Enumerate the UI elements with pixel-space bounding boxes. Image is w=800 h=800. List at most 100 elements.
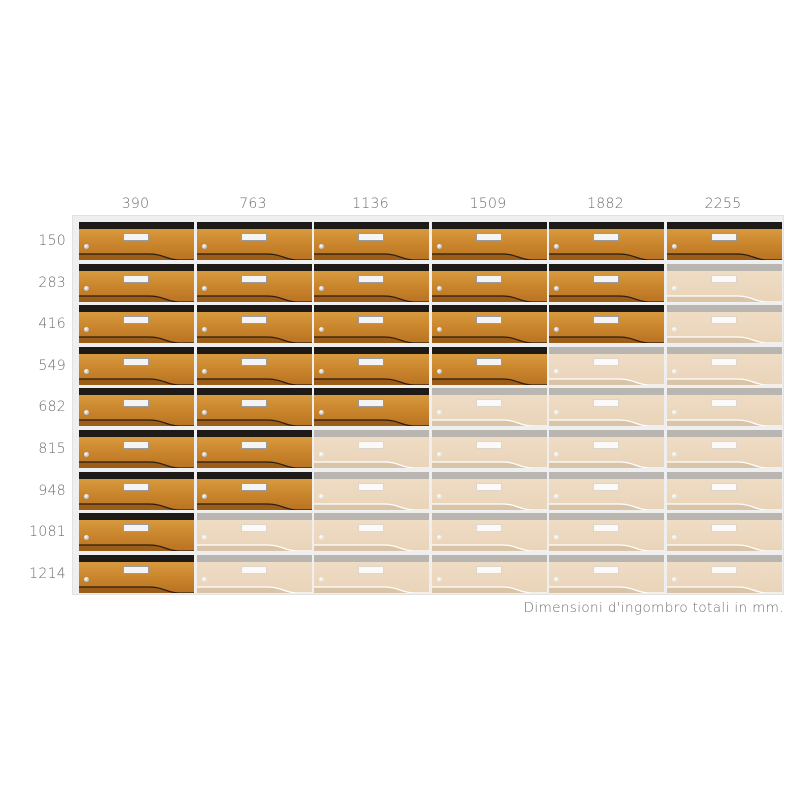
mailbox-slot-empty: [666, 430, 782, 468]
lock-icon: [319, 410, 324, 416]
mail-slot: [549, 346, 664, 354]
wave-shadow-icon: [79, 419, 194, 427]
wave-shadow-icon: [549, 253, 664, 260]
wave-shadow-icon: [431, 502, 547, 510]
lock-icon: [671, 493, 677, 499]
column-label: 2255: [704, 196, 742, 212]
name-plate-icon: [123, 399, 149, 408]
mailbox-slot-filled: [79, 471, 194, 510]
name-plate-icon: [240, 399, 267, 408]
wave-shadow-icon: [196, 253, 312, 260]
lock-icon: [319, 576, 324, 582]
mail-slot: [196, 388, 312, 396]
mailbox-slot-empty: [431, 554, 547, 593]
wave-shadow-icon: [549, 544, 664, 552]
row-label: 549: [38, 357, 66, 374]
mailbox-slot-filled: [196, 263, 312, 302]
mail-slot: [79, 430, 194, 437]
mail-slot: [666, 263, 782, 271]
wave-shadow-icon: [196, 502, 312, 510]
lock-icon: [84, 244, 89, 249]
name-plate-icon: [123, 274, 149, 283]
lock-icon: [84, 368, 89, 374]
name-plate-icon: [358, 274, 384, 283]
mailbox-slot-empty: [431, 471, 547, 510]
mail-slot: [196, 471, 312, 479]
lock-icon: [436, 327, 442, 333]
mailbox-slot-empty: [666, 554, 782, 593]
mail-slot: [431, 346, 547, 354]
name-plate-icon: [593, 233, 619, 241]
lock-icon: [201, 410, 207, 416]
lock-icon: [436, 285, 442, 291]
name-plate-icon: [710, 316, 737, 325]
wave-shadow-icon: [549, 378, 664, 385]
mailbox-slot-filled: [431, 346, 547, 385]
mailbox-slot-filled: [79, 554, 194, 593]
mail-slot: [666, 222, 782, 229]
row-label: 1214: [29, 565, 66, 582]
name-plate-icon: [240, 441, 267, 449]
mail-slot: [314, 554, 429, 562]
lock-icon: [671, 576, 677, 582]
lock-icon: [554, 576, 559, 582]
name-plate-icon: [710, 274, 737, 283]
wave-shadow-icon: [431, 253, 547, 260]
mailbox-slot-filled: [196, 471, 312, 510]
mailbox-slot-filled: [196, 430, 312, 468]
lock-icon: [319, 285, 324, 291]
wave-shadow-icon: [431, 378, 547, 385]
wave-shadow-icon: [549, 336, 664, 344]
wave-shadow-icon: [666, 586, 782, 593]
mailbox-slot-empty: [314, 471, 429, 510]
name-plate-icon: [710, 524, 737, 533]
mailbox-slot-empty: [431, 513, 547, 552]
mailbox-slot-empty: [196, 554, 312, 593]
mail-slot: [196, 346, 312, 354]
lock-icon: [671, 285, 677, 291]
mail-slot: [549, 388, 664, 396]
wave-shadow-icon: [314, 502, 429, 510]
lock-icon: [671, 410, 677, 416]
name-plate-icon: [358, 233, 384, 241]
mail-slot: [431, 430, 547, 437]
mail-slot: [314, 513, 429, 521]
column-label: 390: [121, 196, 150, 212]
wave-shadow-icon: [666, 336, 782, 344]
mailbox-slot-filled: [549, 305, 664, 344]
wave-shadow-icon: [314, 419, 429, 427]
mailbox-slot-empty: [549, 346, 664, 385]
mailbox-slot-empty: [549, 513, 664, 552]
mail-slot: [666, 513, 782, 521]
mail-slot: [431, 305, 547, 313]
lock-icon: [436, 410, 442, 416]
wave-shadow-icon: [79, 253, 194, 260]
name-plate-icon: [358, 565, 384, 574]
lock-icon: [319, 535, 324, 541]
mailbox-slot-filled: [79, 263, 194, 302]
name-plate-icon: [475, 441, 502, 449]
name-plate-icon: [123, 565, 149, 574]
column-label: 1509: [469, 196, 507, 212]
lock-icon: [554, 493, 559, 499]
mail-slot: [79, 222, 194, 229]
name-plate-icon: [358, 524, 384, 533]
name-plate-icon: [593, 441, 619, 449]
mail-slot: [314, 471, 429, 479]
row-label: 283: [38, 274, 66, 291]
name-plate-icon: [475, 316, 502, 325]
name-plate-icon: [358, 357, 384, 366]
mail-slot: [196, 513, 312, 521]
name-plate-icon: [593, 565, 619, 574]
mail-slot: [196, 554, 312, 562]
mail-slot: [79, 346, 194, 354]
wave-shadow-icon: [549, 586, 664, 593]
lock-icon: [201, 576, 207, 582]
mailbox-slot-filled: [666, 222, 782, 260]
mail-slot: [666, 430, 782, 437]
mail-slot: [431, 263, 547, 271]
wave-shadow-icon: [431, 544, 547, 552]
row-label: 948: [38, 482, 66, 499]
wave-shadow-icon: [666, 461, 782, 468]
wave-shadow-icon: [431, 294, 547, 302]
